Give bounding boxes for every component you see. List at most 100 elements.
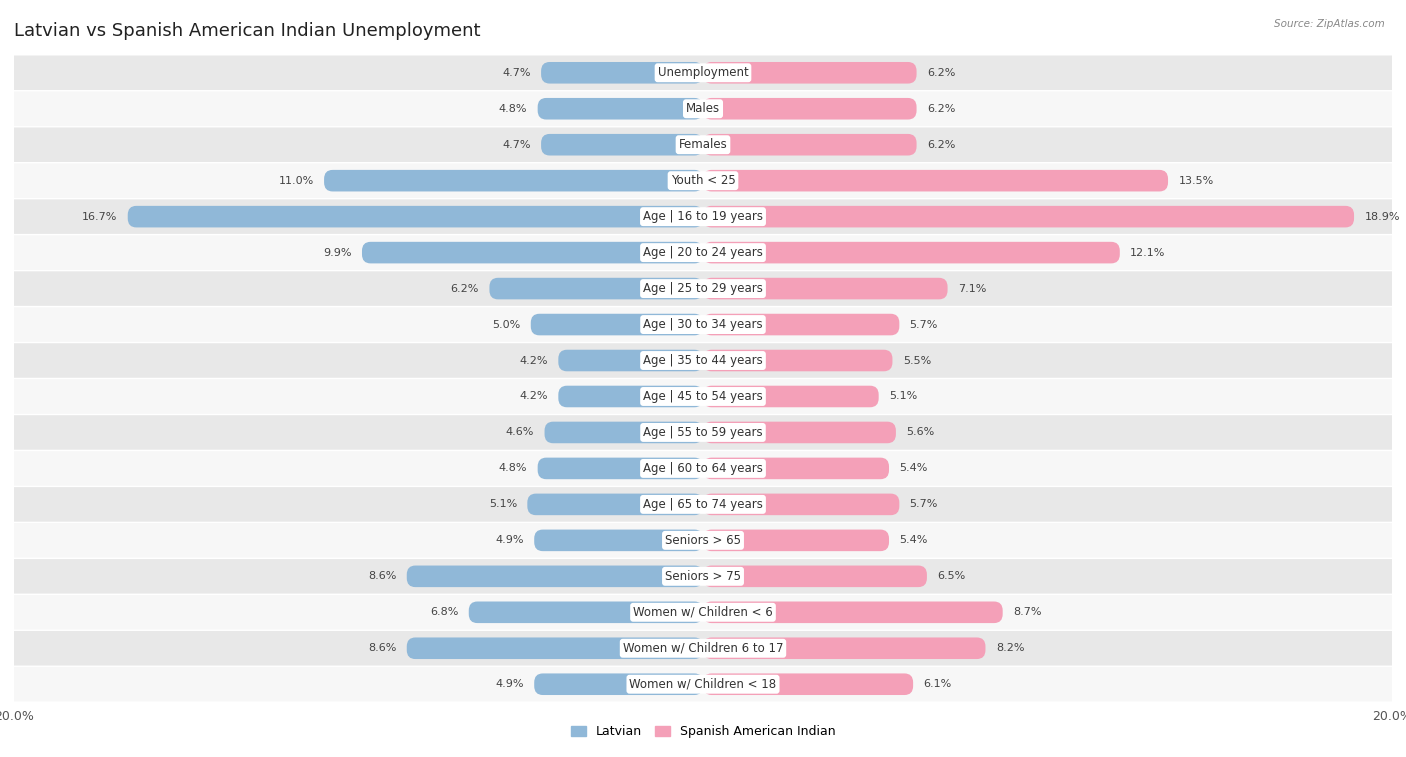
FancyBboxPatch shape bbox=[558, 386, 703, 407]
Text: Age | 60 to 64 years: Age | 60 to 64 years bbox=[643, 462, 763, 475]
Text: 11.0%: 11.0% bbox=[278, 176, 314, 185]
Text: 5.7%: 5.7% bbox=[910, 319, 938, 329]
FancyBboxPatch shape bbox=[534, 674, 703, 695]
FancyBboxPatch shape bbox=[558, 350, 703, 371]
Text: Age | 25 to 29 years: Age | 25 to 29 years bbox=[643, 282, 763, 295]
Text: 8.6%: 8.6% bbox=[368, 643, 396, 653]
Text: 5.4%: 5.4% bbox=[900, 463, 928, 473]
Text: 4.6%: 4.6% bbox=[506, 428, 534, 438]
Text: 7.1%: 7.1% bbox=[957, 284, 986, 294]
FancyBboxPatch shape bbox=[703, 458, 889, 479]
Text: 16.7%: 16.7% bbox=[82, 212, 117, 222]
FancyBboxPatch shape bbox=[0, 559, 1406, 593]
Text: Females: Females bbox=[679, 139, 727, 151]
FancyBboxPatch shape bbox=[541, 62, 703, 83]
FancyBboxPatch shape bbox=[703, 313, 900, 335]
FancyBboxPatch shape bbox=[406, 565, 703, 587]
Text: 9.9%: 9.9% bbox=[323, 248, 352, 257]
Text: 5.4%: 5.4% bbox=[900, 535, 928, 545]
Text: 8.6%: 8.6% bbox=[368, 572, 396, 581]
FancyBboxPatch shape bbox=[703, 494, 900, 516]
Text: Age | 35 to 44 years: Age | 35 to 44 years bbox=[643, 354, 763, 367]
Text: Women w/ Children < 18: Women w/ Children < 18 bbox=[630, 678, 776, 690]
FancyBboxPatch shape bbox=[544, 422, 703, 444]
Text: 4.9%: 4.9% bbox=[495, 679, 524, 689]
Text: 8.2%: 8.2% bbox=[995, 643, 1025, 653]
FancyBboxPatch shape bbox=[361, 241, 703, 263]
FancyBboxPatch shape bbox=[703, 278, 948, 299]
Text: 5.5%: 5.5% bbox=[903, 356, 931, 366]
FancyBboxPatch shape bbox=[0, 235, 1406, 270]
FancyBboxPatch shape bbox=[537, 98, 703, 120]
Text: 13.5%: 13.5% bbox=[1178, 176, 1213, 185]
FancyBboxPatch shape bbox=[0, 523, 1406, 558]
FancyBboxPatch shape bbox=[0, 451, 1406, 486]
FancyBboxPatch shape bbox=[703, 134, 917, 155]
Text: 6.8%: 6.8% bbox=[430, 607, 458, 617]
FancyBboxPatch shape bbox=[0, 343, 1406, 378]
FancyBboxPatch shape bbox=[0, 92, 1406, 126]
FancyBboxPatch shape bbox=[703, 206, 1354, 227]
FancyBboxPatch shape bbox=[703, 674, 912, 695]
FancyBboxPatch shape bbox=[0, 595, 1406, 630]
FancyBboxPatch shape bbox=[0, 379, 1406, 414]
Text: 5.1%: 5.1% bbox=[889, 391, 917, 401]
FancyBboxPatch shape bbox=[489, 278, 703, 299]
FancyBboxPatch shape bbox=[703, 170, 1168, 192]
Text: Latvian vs Spanish American Indian Unemployment: Latvian vs Spanish American Indian Unemp… bbox=[14, 22, 481, 40]
Text: 4.7%: 4.7% bbox=[502, 68, 531, 78]
FancyBboxPatch shape bbox=[406, 637, 703, 659]
Text: Women w/ Children 6 to 17: Women w/ Children 6 to 17 bbox=[623, 642, 783, 655]
FancyBboxPatch shape bbox=[531, 313, 703, 335]
Text: 4.8%: 4.8% bbox=[499, 104, 527, 114]
Text: Source: ZipAtlas.com: Source: ZipAtlas.com bbox=[1274, 19, 1385, 29]
Text: Women w/ Children < 6: Women w/ Children < 6 bbox=[633, 606, 773, 618]
FancyBboxPatch shape bbox=[0, 631, 1406, 665]
FancyBboxPatch shape bbox=[703, 386, 879, 407]
FancyBboxPatch shape bbox=[0, 415, 1406, 450]
Text: 5.7%: 5.7% bbox=[910, 500, 938, 509]
FancyBboxPatch shape bbox=[703, 637, 986, 659]
FancyBboxPatch shape bbox=[0, 199, 1406, 234]
Text: 5.1%: 5.1% bbox=[489, 500, 517, 509]
Text: Males: Males bbox=[686, 102, 720, 115]
FancyBboxPatch shape bbox=[0, 307, 1406, 342]
FancyBboxPatch shape bbox=[534, 530, 703, 551]
Text: Age | 45 to 54 years: Age | 45 to 54 years bbox=[643, 390, 763, 403]
FancyBboxPatch shape bbox=[703, 241, 1119, 263]
FancyBboxPatch shape bbox=[323, 170, 703, 192]
Text: 6.2%: 6.2% bbox=[927, 104, 955, 114]
Text: Unemployment: Unemployment bbox=[658, 67, 748, 79]
Text: 12.1%: 12.1% bbox=[1130, 248, 1166, 257]
Text: Age | 30 to 34 years: Age | 30 to 34 years bbox=[643, 318, 763, 331]
Text: 6.2%: 6.2% bbox=[927, 68, 955, 78]
FancyBboxPatch shape bbox=[128, 206, 703, 227]
Text: 5.6%: 5.6% bbox=[907, 428, 935, 438]
FancyBboxPatch shape bbox=[703, 422, 896, 444]
Text: 4.7%: 4.7% bbox=[502, 140, 531, 150]
FancyBboxPatch shape bbox=[703, 98, 917, 120]
FancyBboxPatch shape bbox=[0, 164, 1406, 198]
FancyBboxPatch shape bbox=[703, 62, 917, 83]
FancyBboxPatch shape bbox=[0, 55, 1406, 90]
Text: 6.2%: 6.2% bbox=[927, 140, 955, 150]
FancyBboxPatch shape bbox=[703, 530, 889, 551]
Text: 4.2%: 4.2% bbox=[519, 391, 548, 401]
Text: 5.0%: 5.0% bbox=[492, 319, 520, 329]
Text: 18.9%: 18.9% bbox=[1364, 212, 1400, 222]
FancyBboxPatch shape bbox=[0, 667, 1406, 702]
Text: Age | 16 to 19 years: Age | 16 to 19 years bbox=[643, 210, 763, 223]
Text: 8.7%: 8.7% bbox=[1012, 607, 1042, 617]
Text: Age | 55 to 59 years: Age | 55 to 59 years bbox=[643, 426, 763, 439]
Text: Age | 65 to 74 years: Age | 65 to 74 years bbox=[643, 498, 763, 511]
Text: 4.2%: 4.2% bbox=[519, 356, 548, 366]
FancyBboxPatch shape bbox=[541, 134, 703, 155]
Text: 4.9%: 4.9% bbox=[495, 535, 524, 545]
FancyBboxPatch shape bbox=[537, 458, 703, 479]
FancyBboxPatch shape bbox=[703, 565, 927, 587]
Text: 6.1%: 6.1% bbox=[924, 679, 952, 689]
Legend: Latvian, Spanish American Indian: Latvian, Spanish American Indian bbox=[565, 721, 841, 743]
Text: 6.5%: 6.5% bbox=[938, 572, 966, 581]
Text: Seniors > 75: Seniors > 75 bbox=[665, 570, 741, 583]
Text: 6.2%: 6.2% bbox=[451, 284, 479, 294]
